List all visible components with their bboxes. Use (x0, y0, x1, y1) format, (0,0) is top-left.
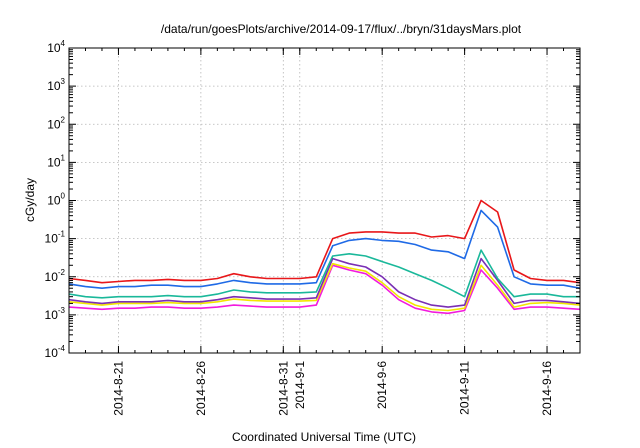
y-tick-label: 103 (47, 77, 65, 93)
series-line (68, 209, 581, 290)
x-tick-label: 2014-8-21 (111, 361, 125, 416)
x-tick-label: 2014-8-31 (276, 361, 290, 416)
y-tick-label: 10-1 (45, 230, 66, 246)
y-tick-labels: 10-4 10-3 10-2 10-1 100 101 102 103 104 (45, 39, 66, 360)
series-line (68, 257, 581, 308)
x-tick-label: 2014-9-11 (458, 361, 472, 415)
series-line (68, 262, 581, 312)
x-axis-label: Coordinated Universal Time (UTC) (232, 430, 416, 444)
y-tick-label: 102 (47, 115, 65, 131)
series-layer (68, 199, 581, 315)
x-tick-label: 2014-8-26 (194, 361, 208, 416)
y-tick-label: 10-3 (45, 306, 66, 322)
chart-title: /data/run/goesPlots/archive/2014-09-17/f… (161, 22, 522, 36)
x-tick-label: 2014-9-16 (540, 361, 554, 416)
x-tick-label: 2014-9-1 (293, 361, 307, 409)
y-tick-label: 10-2 (45, 268, 66, 284)
series-line (68, 249, 580, 299)
series-line (68, 264, 581, 315)
y-axis-label: cGy/day (23, 178, 37, 222)
x-tick-label: 2014-9-6 (375, 361, 389, 409)
series-line (68, 199, 581, 284)
axis-ticks (68, 47, 581, 354)
y-tick-label: 10-4 (45, 344, 66, 360)
y-tick-label: 104 (47, 39, 65, 55)
y-tick-label: 101 (47, 153, 65, 169)
x-tick-labels: 2014-8-21 2014-8-26 2014-8-31 2014-9-1 2014-… (111, 361, 554, 416)
grid (69, 48, 580, 353)
y-tick-label: 100 (47, 192, 65, 208)
